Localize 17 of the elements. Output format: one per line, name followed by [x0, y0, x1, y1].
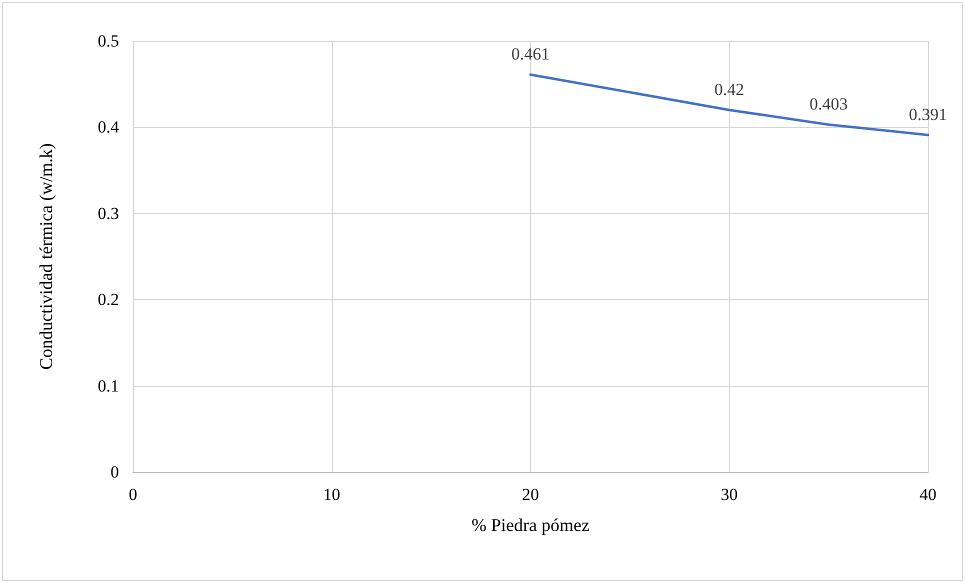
y-tick-label: 0.4	[98, 118, 120, 137]
x-tick-label: 40	[920, 485, 936, 504]
y-tick-label: 0.3	[98, 204, 119, 223]
y-tick-label: 0.1	[98, 376, 119, 396]
y-tick-label: 0.2	[98, 290, 119, 310]
x-tick-label: 0	[128, 485, 138, 504]
data-label: 0.42	[714, 80, 744, 99]
x-tick-label: 30	[720, 485, 738, 504]
y-axis-title: Conductividad térmica (w/m.k)	[36, 143, 56, 370]
data-label: 0.391	[908, 104, 948, 124]
x-tick-label: 10	[323, 485, 340, 504]
y-tick-label: 0.5	[98, 32, 119, 50]
y-tick-label: 0	[110, 462, 119, 482]
x-axis-title: % Piedra pómez	[472, 515, 590, 535]
x-tick-label: 20	[522, 485, 539, 504]
data-label: 0.403	[810, 94, 848, 114]
data-label: 0.461	[511, 44, 550, 64]
